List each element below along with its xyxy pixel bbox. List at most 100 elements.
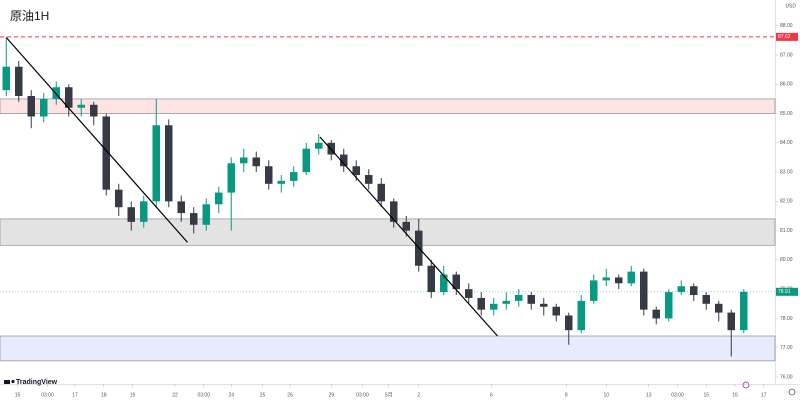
candle-body	[115, 189, 123, 208]
candle-body	[190, 213, 198, 225]
event-icon[interactable]	[742, 381, 750, 389]
candle-body	[90, 104, 98, 117]
x-tick-label: 8	[565, 392, 568, 398]
x-tick-label: 29	[328, 392, 334, 398]
candle-body	[627, 271, 635, 284]
y-tick-label: 86.00	[780, 82, 793, 88]
zone	[0, 98, 776, 114]
chart-title: 原油1H	[10, 9, 49, 23]
candle-body	[277, 180, 285, 184]
y-tick-label: 84.00	[780, 140, 793, 146]
x-tick-label: 6	[490, 392, 493, 398]
candle-body	[490, 303, 498, 310]
candle-body	[165, 125, 173, 202]
x-tick-label: 03:00	[671, 392, 684, 398]
candle-body	[440, 274, 448, 293]
x-tick-label: 15	[15, 392, 21, 398]
candle-body	[127, 207, 135, 222]
candle-body	[590, 280, 598, 301]
x-tick-label: 16	[732, 392, 738, 398]
y-tick-label: 87.00	[780, 52, 793, 58]
candle-body	[502, 300, 510, 304]
candle-body	[27, 96, 35, 117]
brand: TradingView	[16, 379, 58, 386]
candle-body	[702, 295, 710, 304]
candle-body	[340, 154, 348, 167]
settings-icon[interactable]	[788, 388, 796, 396]
candle-body	[2, 66, 10, 91]
candle-body	[390, 201, 398, 222]
candle-body	[602, 277, 610, 281]
x-tick-label: 18	[101, 392, 107, 398]
candle-body	[652, 309, 660, 319]
candle-body	[465, 289, 473, 298]
candle-body	[65, 87, 73, 108]
candle-body	[227, 163, 235, 193]
trendline	[319, 136, 498, 337]
candle-body	[477, 297, 485, 310]
candle-body	[577, 300, 585, 331]
candle-body	[265, 166, 273, 184]
candle-body	[290, 172, 298, 181]
candle-body	[315, 142, 323, 149]
candle-body	[252, 157, 260, 167]
candle-body	[327, 142, 335, 155]
candle-body	[552, 306, 560, 316]
candle-body	[540, 303, 548, 307]
candle-body	[52, 87, 60, 99]
candle-body	[140, 201, 148, 222]
candle-body	[677, 286, 685, 293]
x-tick-label: 17	[72, 392, 78, 398]
candle-body	[740, 291, 748, 331]
y-tick-label: 77.00	[780, 345, 793, 351]
x-tick-label: 24	[228, 392, 234, 398]
level-label: 87.62	[778, 34, 791, 40]
candle-body	[565, 315, 573, 331]
candle-body	[102, 116, 110, 190]
x-tick-label: 15	[703, 392, 709, 398]
candle-body	[615, 277, 623, 284]
zone	[0, 218, 776, 246]
candle-body	[527, 295, 535, 304]
candle-body	[427, 265, 435, 293]
y-tick-label: 80.00	[780, 257, 793, 263]
x-tick-label: 5月	[385, 392, 393, 398]
y-tick-label: 76.00	[780, 374, 793, 380]
trendline	[5, 37, 188, 243]
x-tick-label: 2	[417, 392, 420, 398]
candle-body	[640, 271, 648, 310]
candle-body	[215, 192, 223, 205]
last-price-tag	[776, 287, 798, 296]
x-tick-label: 03:00	[356, 392, 369, 398]
x-tick-label: 03:00	[41, 392, 54, 398]
candle-body	[402, 221, 410, 231]
zone	[0, 335, 776, 362]
candle-body	[715, 303, 723, 313]
y-tick-label: 88.00	[780, 23, 793, 29]
candle-body	[452, 274, 460, 290]
x-tick-label: 13	[646, 392, 652, 398]
candle-body	[15, 66, 23, 96]
x-tick-label: 03:00	[197, 392, 210, 398]
candle-body	[40, 98, 48, 117]
candle-body	[365, 175, 373, 184]
candle-body	[352, 166, 360, 176]
y-tick-label: 85.00	[780, 111, 793, 117]
candle-body	[240, 157, 248, 164]
candle-body	[727, 312, 735, 331]
candle-body	[665, 292, 673, 319]
candle-body	[690, 286, 698, 296]
x-tick-label: 17	[761, 392, 767, 398]
y-tick-label: 83.00	[780, 169, 793, 175]
y-tick-label: 82.00	[780, 199, 793, 205]
x-tick-label: 19	[130, 392, 136, 398]
x-tick-label: 22	[172, 392, 178, 398]
y-tick-label: 78.00	[780, 316, 793, 322]
candle-body	[77, 104, 85, 108]
candle-body	[202, 204, 210, 225]
currency: USD	[785, 3, 796, 9]
candle-body	[515, 295, 523, 301]
